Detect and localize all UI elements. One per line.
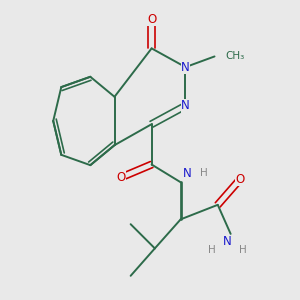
Text: O: O: [116, 171, 126, 184]
Text: N: N: [183, 167, 191, 180]
Text: H: H: [208, 245, 216, 255]
Text: N: N: [181, 99, 190, 112]
Text: H: H: [239, 245, 247, 255]
Text: N: N: [181, 61, 190, 74]
Text: H: H: [200, 168, 208, 178]
Text: O: O: [236, 172, 245, 185]
Text: N: N: [223, 236, 232, 248]
Text: CH₃: CH₃: [226, 52, 245, 61]
Text: O: O: [147, 13, 156, 26]
